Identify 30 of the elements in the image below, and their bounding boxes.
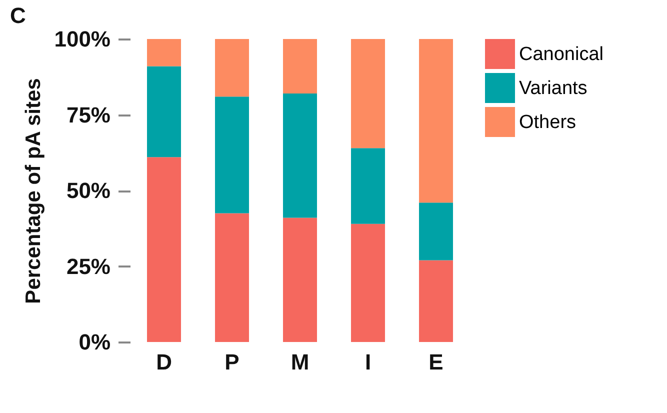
bar: [215, 213, 249, 342]
y-tick-label: 50%: [66, 178, 110, 203]
y-tick-label: 75%: [66, 102, 110, 128]
y-tick-label: 25%: [66, 254, 110, 279]
bar: [419, 39, 453, 203]
y-axis-title: Percentage of pA sites: [22, 78, 46, 304]
legend-label: Others: [519, 112, 576, 133]
y-tick-label: 0%: [78, 330, 110, 354]
bar: [147, 39, 181, 66]
bar: [351, 224, 385, 342]
bar: [419, 260, 453, 342]
x-tick-label: I: [364, 350, 372, 374]
chart-title: C: [10, 3, 26, 28]
x-tick-label: D: [156, 350, 172, 374]
legend-label: Variants: [519, 78, 588, 99]
x-tick-label: E: [428, 350, 444, 374]
y-tick-label: 100%: [54, 26, 110, 52]
bar: [283, 39, 317, 94]
bar: [215, 96, 249, 214]
bar: [215, 39, 249, 97]
bar: [147, 157, 181, 342]
bar: [419, 202, 453, 260]
bar: [351, 148, 385, 224]
x-tick-label: M: [290, 350, 310, 374]
bar: [283, 218, 317, 342]
bar: [351, 39, 385, 148]
x-tick-label: P: [224, 350, 240, 374]
legend-label: Canonical: [519, 44, 604, 65]
bar: [147, 66, 181, 158]
bar: [283, 94, 317, 218]
